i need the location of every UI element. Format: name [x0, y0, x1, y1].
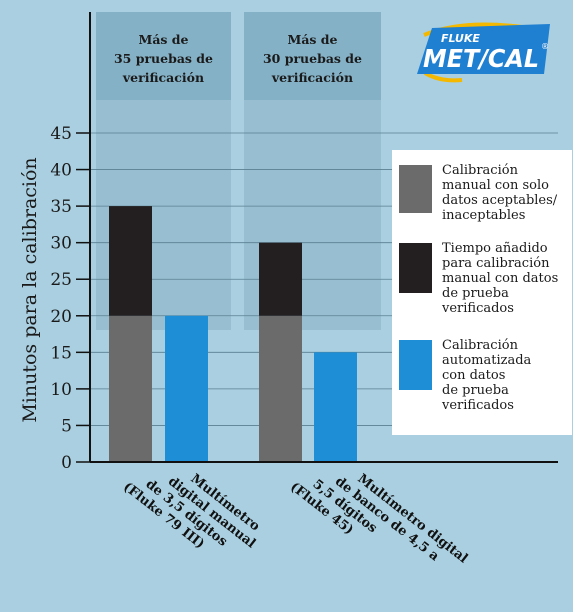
band-label-1-line: Más de — [138, 32, 188, 47]
y-axis-title: Minutos para la calibración — [19, 157, 41, 422]
legend-label-line: datos aceptables/ — [442, 193, 558, 208]
legend-label-line: con datos — [442, 368, 505, 383]
y-tick-label: 20 — [50, 307, 72, 327]
y-tick-label: 45 — [50, 124, 72, 144]
band-label-2-line: 30 pruebas de — [263, 51, 362, 66]
legend-label-line: manual con solo — [442, 178, 549, 193]
logo-shape — [417, 24, 550, 74]
y-tick-label: 15 — [50, 343, 72, 363]
bars — [109, 206, 357, 462]
legend-swatch — [399, 340, 432, 390]
logo-swoosh-bottom — [423, 71, 463, 83]
legend-label-line: manual con datos — [442, 271, 558, 286]
band-header-2 — [244, 12, 381, 100]
legend-label-line: inaceptables — [442, 208, 525, 223]
legend-label: Calibración manual con solo datos aceptabl… — [442, 163, 558, 223]
bar-segment — [109, 206, 152, 316]
bar-segment — [109, 315, 152, 462]
verification-bands: Más de 35 pruebas de verificación Más de 30 … — [96, 12, 381, 330]
y-tick-label: 30 — [50, 234, 72, 254]
y-tick-label: 10 — [50, 380, 72, 400]
band-label-2-line: Más de — [287, 32, 337, 47]
bar-segment — [259, 242, 302, 316]
legend-swatch — [399, 243, 432, 293]
legend-label-line: para calibración — [442, 256, 550, 271]
category-labels: Multímetrodigital manualde 3,5 dígitos(F… — [120, 442, 470, 604]
y-tick-label: 5 — [61, 416, 72, 436]
band-label-1-line: 35 pruebas de — [114, 51, 213, 66]
legend-label-line: automatizada — [442, 353, 532, 368]
legend-label-line: de prueba — [442, 383, 509, 398]
bar-segment — [259, 315, 302, 462]
legend-label: Calibración automatizada con datos de prueb… — [441, 338, 532, 413]
axes — [89, 12, 558, 463]
y-ticks: 0 5 10 15 20 25 30 35 40 45 — [50, 124, 90, 473]
category-label: Multímetro digitalde banco de 4,5 a5,5 d… — [287, 442, 470, 604]
legend-label-line: Tiempo añadido — [442, 241, 548, 256]
y-tick-label: 0 — [61, 453, 72, 473]
legend-label-line: verificados — [441, 301, 514, 316]
band-label-1-line: verificación — [122, 70, 204, 85]
legend-label: Tiempo añadido para calibración manual con… — [441, 241, 558, 316]
legend-label-line: de prueba — [442, 286, 509, 301]
band-label-2: Más de 30 pruebas de verificación — [263, 32, 362, 85]
legend-swatch — [399, 165, 432, 213]
legend-label-line: verificados — [441, 398, 514, 413]
y-tick-label: 35 — [50, 197, 72, 217]
bar-segment — [314, 352, 357, 462]
logo-main-text: MET/CAL — [423, 44, 539, 73]
bar-segment — [165, 315, 208, 462]
band-label-1: Más de 35 pruebas de verificación — [114, 32, 213, 85]
logo-registered-mark: ® — [541, 42, 549, 51]
band-label-2-line: verificación — [271, 70, 353, 85]
band-header-1 — [96, 12, 231, 100]
logo-small-text: FLUKE — [441, 32, 480, 45]
y-tick-label: 25 — [50, 270, 72, 290]
legend-label-line: Calibración — [442, 163, 519, 178]
y-tick-label: 40 — [50, 161, 72, 181]
legend: Calibración manual con solo datos aceptabl… — [392, 150, 572, 435]
legend-label-line: Calibración — [442, 338, 519, 353]
